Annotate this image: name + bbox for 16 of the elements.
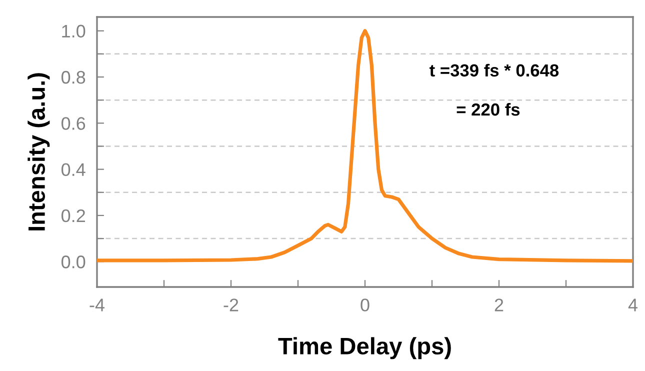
y-tick-label: 0.2: [61, 209, 85, 222]
y-tick-label: 0.8: [61, 70, 86, 84]
x-tick-label: -2: [224, 298, 238, 312]
x-tick-label: 2: [494, 298, 504, 312]
line-series: [97, 29, 633, 263]
annotation: t =339 fs * 0.648: [430, 64, 559, 77]
y-tick-label: 0.4: [61, 163, 86, 176]
text: 0.0: [61, 256, 86, 268]
x-axis-title: Time Delay (ps): [278, 337, 451, 360]
y-tick-label: 1.0: [62, 24, 86, 38]
annotation: = 220 fs: [456, 102, 520, 116]
x-tick-label: 4: [628, 298, 638, 312]
x-tick-label: -4: [90, 298, 104, 312]
y-axis-title: Intensity (a.u.): [28, 73, 50, 230]
y-tick-label: 0.6: [61, 117, 86, 130]
x-tick-label: 0: [360, 298, 370, 312]
